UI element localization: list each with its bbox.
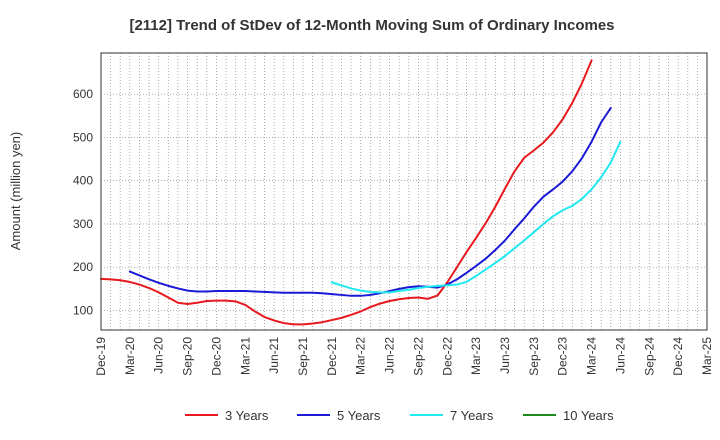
x-tick-label: Mar-23 bbox=[469, 337, 483, 375]
y-tick-label: 400 bbox=[73, 174, 93, 188]
y-axis-ticks: 100 200 300 400 500 600 bbox=[73, 87, 93, 317]
x-tick-label: Jun-21 bbox=[267, 337, 281, 374]
x-tick-label: Mar-21 bbox=[238, 337, 252, 375]
y-tick-label: 300 bbox=[73, 217, 93, 231]
x-tick-label: Mar-22 bbox=[354, 337, 368, 375]
series-line bbox=[330, 140, 622, 294]
legend-label: 5 Years bbox=[337, 408, 381, 423]
x-tick-label: Jun-20 bbox=[152, 337, 166, 374]
legend-label: 10 Years bbox=[563, 408, 614, 423]
chart-title: [2112] Trend of StDev of 12-Month Moving… bbox=[129, 17, 614, 34]
series-line bbox=[100, 59, 593, 326]
legend-label: 3 Years bbox=[225, 408, 269, 423]
x-tick-label: Dec-19 bbox=[94, 337, 108, 376]
x-tick-label: Mar-24 bbox=[585, 337, 599, 375]
plot-frame bbox=[100, 52, 708, 331]
x-tick-label: Jun-24 bbox=[613, 337, 627, 374]
x-tick-label: Sep-21 bbox=[296, 337, 310, 376]
series-lines bbox=[100, 59, 622, 326]
plot-area bbox=[101, 53, 707, 330]
x-tick-label: Mar-25 bbox=[700, 337, 714, 375]
x-tick-label: Dec-20 bbox=[209, 337, 223, 376]
x-tick-label: Jun-23 bbox=[498, 337, 512, 374]
legend: 3 Years 5 Years 7 Years 10 Years bbox=[185, 408, 614, 423]
series-line bbox=[128, 106, 612, 297]
x-tick-label: Dec-23 bbox=[556, 337, 570, 376]
x-tick-label: Sep-22 bbox=[411, 337, 425, 376]
legend-label: 7 Years bbox=[450, 408, 494, 423]
y-tick-label: 600 bbox=[73, 87, 93, 101]
y-tick-label: 200 bbox=[73, 260, 93, 274]
x-tick-label: Jun-22 bbox=[383, 337, 397, 374]
x-axis-ticks: Dec-19 Mar-20 Jun-20 Sep-20 Dec-20 Mar-21 Jun-… bbox=[94, 337, 714, 376]
y-tick-label: 100 bbox=[73, 304, 93, 318]
y-axis-label: Amount (million yen) bbox=[8, 132, 23, 251]
grid bbox=[101, 53, 707, 330]
y-tick-label: 500 bbox=[73, 130, 93, 144]
x-tick-label: Dec-22 bbox=[440, 337, 454, 376]
x-tick-label: Sep-24 bbox=[642, 337, 656, 376]
x-tick-label: Dec-24 bbox=[671, 337, 685, 376]
x-tick-label: Sep-20 bbox=[181, 337, 195, 376]
x-tick-label: Dec-21 bbox=[325, 337, 339, 376]
x-tick-label: Mar-20 bbox=[123, 337, 137, 375]
x-tick-label: Sep-23 bbox=[527, 337, 541, 376]
